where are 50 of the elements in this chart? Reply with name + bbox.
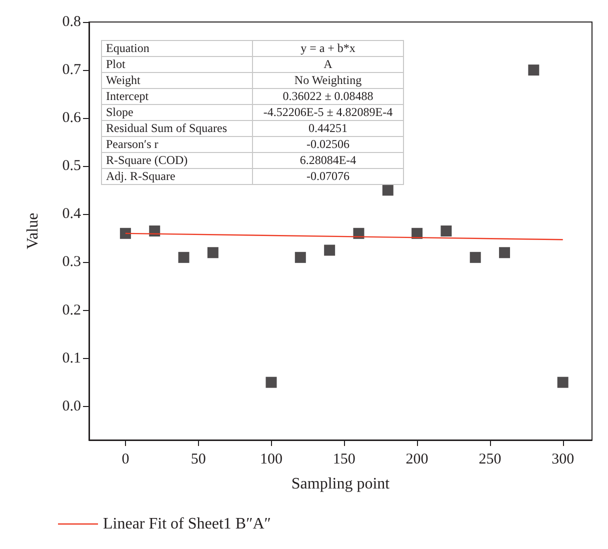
x-tick-label: 200 <box>406 452 428 468</box>
point <box>266 376 277 388</box>
y-tick-label: 0.6 <box>62 110 82 126</box>
y-tick-label: 0.1 <box>62 350 81 366</box>
y-tick-label: 0.3 <box>62 254 81 270</box>
point <box>178 252 190 263</box>
annotation: No Weighting <box>252 72 404 88</box>
x-tick-label: 250 <box>478 452 502 468</box>
annotation: Adj. R-Square <box>102 168 252 184</box>
y-tick-label: 0.4 <box>62 206 82 222</box>
y-tick-label: 0.2 <box>62 302 81 318</box>
x-tick-label: 50 <box>190 452 206 468</box>
point <box>528 64 540 76</box>
y-tick-label: 0.7 <box>62 62 82 78</box>
annotation: 0.36022 ± 0.08488 <box>252 88 404 104</box>
annotation: -0.07076 <box>252 168 404 184</box>
x-tick-label: 300 <box>552 452 574 468</box>
legend-label: Linear Fit of Sheet1 B″A″ <box>103 516 271 532</box>
point <box>470 252 481 263</box>
annotation: Slope <box>102 104 252 120</box>
point <box>499 247 510 258</box>
y-tick-label: 0.0 <box>62 398 81 414</box>
annotation: Equation <box>102 40 252 56</box>
annotation: Plot <box>102 56 252 72</box>
point <box>120 228 131 239</box>
annotation: -0.02506 <box>252 136 404 152</box>
point <box>557 376 568 388</box>
x-tick-label: 100 <box>260 452 282 468</box>
x-tick-label: 150 <box>332 452 356 468</box>
point <box>382 184 394 196</box>
point <box>294 252 306 263</box>
annotation: -4.52206E-5 ± 4.82089E-4 <box>252 104 404 120</box>
point <box>440 226 452 236</box>
annotation: 0.44251 <box>252 120 404 136</box>
annotation: Intercept <box>102 88 252 104</box>
y-axis-title: Value <box>24 212 42 250</box>
annotation: 6.28084E-4 <box>252 152 404 168</box>
annotation: y = a + b*x <box>252 40 404 56</box>
x-tick-label: 0 <box>122 452 130 468</box>
point <box>412 228 423 239</box>
point <box>207 247 218 258</box>
annotation: Weight <box>102 72 252 88</box>
x-axis-title: Sampling point <box>291 476 390 492</box>
annotation: Residual Sum of Squares <box>102 120 252 136</box>
annotation: R-Square (COD) <box>102 152 252 168</box>
y-tick-label: 0.5 <box>62 158 81 174</box>
annotation: Pearson′s r <box>102 136 252 152</box>
y-tick-label: 0.8 <box>62 14 81 30</box>
point <box>324 244 336 256</box>
annotation: A <box>252 56 404 72</box>
